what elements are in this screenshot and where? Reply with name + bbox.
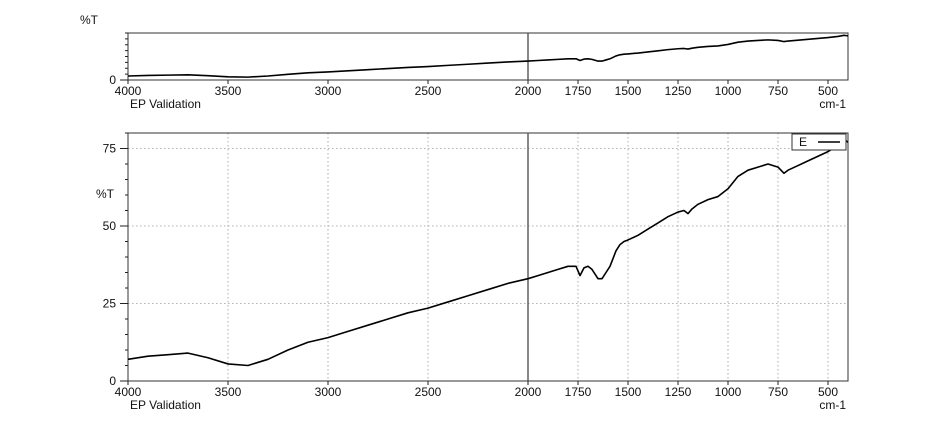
x-tick-label: 1500 [615, 385, 642, 399]
x-axis-unit: cm-1 [819, 398, 846, 412]
y-tick-label: 25 [103, 297, 117, 311]
plot-frame [127, 32, 849, 81]
x-tick-label: 3500 [215, 84, 242, 98]
x-tick-label: 1000 [715, 84, 742, 98]
x-tick-label: 2000 [515, 84, 542, 98]
x-tick-label: 500 [818, 385, 838, 399]
legend-label: E [799, 135, 807, 149]
x-tick-label: 1500 [615, 84, 642, 98]
x-tick-label: 2000 [515, 385, 542, 399]
y-tick-label: 75 [103, 142, 117, 156]
x-tick-label: 750 [768, 84, 788, 98]
y-axis-title: %T [80, 13, 99, 27]
spectrum-trace [127, 138, 849, 367]
x-tick-label: 4000 [115, 84, 142, 98]
y-tick-label: 0 [109, 374, 116, 388]
x-axis-caption: EP Validation [130, 398, 201, 412]
x-tick-label: 3500 [215, 385, 242, 399]
x-tick-label: 2500 [415, 84, 442, 98]
x-tick-label: 1750 [565, 84, 592, 98]
x-axis-caption: EP Validation [130, 97, 201, 111]
y-axis-title: %T [96, 187, 115, 201]
y-tick-label: 0 [109, 73, 116, 87]
x-tick-label: 1000 [715, 385, 742, 399]
x-tick-label: 1250 [665, 385, 692, 399]
x-tick-label: 1750 [565, 385, 592, 399]
spectrum-trace [127, 34, 849, 78]
legend: E [791, 133, 847, 151]
plot-frame [127, 132, 849, 382]
x-tick-label: 4000 [115, 385, 142, 399]
main-panel: 4000 3500 3000 2500 2000 1750 1500 1250 1000 750 5… [96, 132, 849, 412]
x-tick-label: 3000 [315, 385, 342, 399]
x-tick-label: 3000 [315, 84, 342, 98]
y-tick-label: 50 [103, 219, 117, 233]
overview-panel: 4000 3500 3000 2500 2000 1750 1500 1250 1000 750 5… [80, 13, 849, 111]
x-tick-label: 2500 [415, 385, 442, 399]
x-tick-label: 1250 [665, 84, 692, 98]
x-axis-unit: cm-1 [819, 97, 846, 111]
x-tick-label: 500 [818, 84, 838, 98]
x-tick-label: 750 [768, 385, 788, 399]
